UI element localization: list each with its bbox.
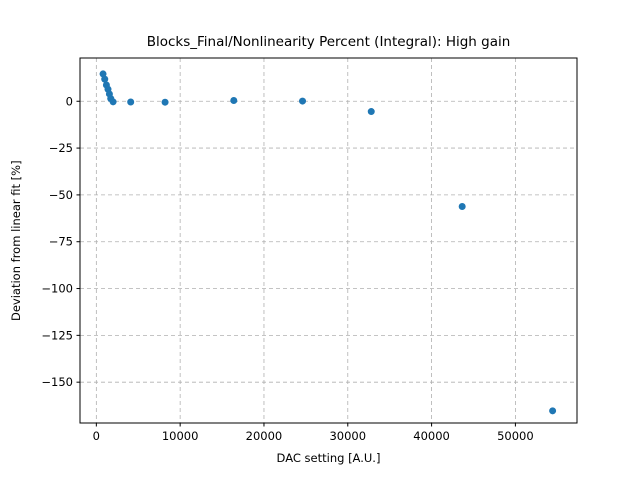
axis-ticks	[76, 100, 516, 427]
y-tick-label: −125	[41, 328, 73, 342]
data-point	[458, 203, 466, 211]
x-tick-label: 10000	[162, 429, 199, 443]
y-tick-label: −50	[49, 188, 73, 202]
data-point	[230, 97, 238, 105]
y-tick-label: −100	[41, 282, 73, 296]
data-point	[299, 97, 307, 105]
y-tick-label: −75	[49, 235, 73, 249]
data-point	[161, 98, 169, 106]
data-point	[101, 75, 109, 83]
x-tick-label: 30000	[329, 429, 366, 443]
gridlines	[80, 58, 577, 423]
x-tick-label: 0	[93, 429, 100, 443]
y-tick-label: −150	[41, 375, 73, 389]
data-point	[127, 98, 135, 106]
x-tick-label: 20000	[246, 429, 283, 443]
chart-title: Blocks_Final/Nonlinearity Percent (Integ…	[146, 34, 511, 50]
x-axis-label: DAC setting [A.U.]	[276, 451, 381, 465]
tick-labels: 0 10000 20000 30000 40000 50000 0 −25 −50 −75 −100…	[41, 94, 533, 443]
data-point	[109, 98, 117, 106]
data-point	[367, 108, 375, 116]
x-tick-label: 50000	[497, 429, 534, 443]
x-tick-label: 40000	[413, 429, 450, 443]
scatter-points	[99, 70, 557, 415]
data-point	[549, 407, 557, 415]
y-tick-label: −25	[49, 141, 73, 155]
axes-frame	[79, 57, 578, 424]
y-tick-label: 0	[66, 94, 73, 108]
